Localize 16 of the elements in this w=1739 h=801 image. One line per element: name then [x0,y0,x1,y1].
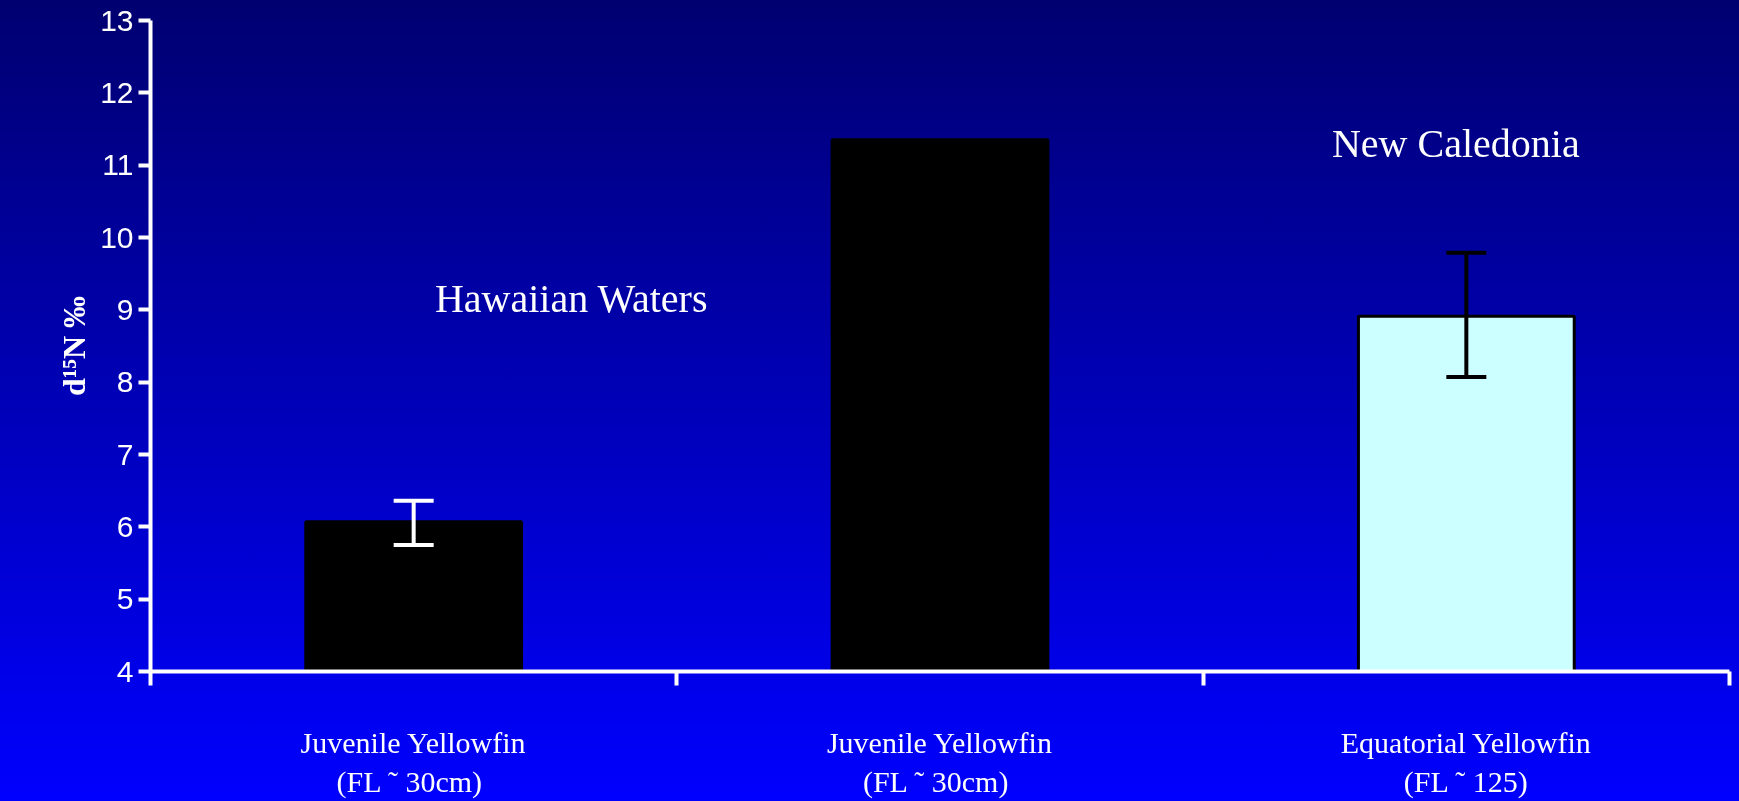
y-tick-label: 10 [100,220,134,254]
y-tick-label: 4 [116,654,134,688]
y-tick-label: 7 [116,437,134,471]
y-tick-label: 12 [100,75,134,109]
y-tick-label: 6 [116,509,134,543]
y-tick-label: 11 [102,148,134,182]
y-tick-label: 8 [116,365,134,399]
x-tick-label: Juvenile Yellowfin (FL ˜ 30cm) [300,725,526,800]
annotation: New Caledonia [1331,120,1580,166]
y-tick-label: 13 [100,3,134,37]
x-tick-label: Equatorial Yellowfin (FL ˜ 125) [1340,725,1591,800]
x-tick-label: Juvenile Yellowfin (FL ˜ 30cm) [826,725,1052,800]
y-axis-title: d¹⁵N ‰ [56,295,93,397]
annotation: Hawaiian Waters [434,276,708,322]
y-tick-label: 5 [116,582,134,616]
y-tick-label: 9 [116,292,134,326]
